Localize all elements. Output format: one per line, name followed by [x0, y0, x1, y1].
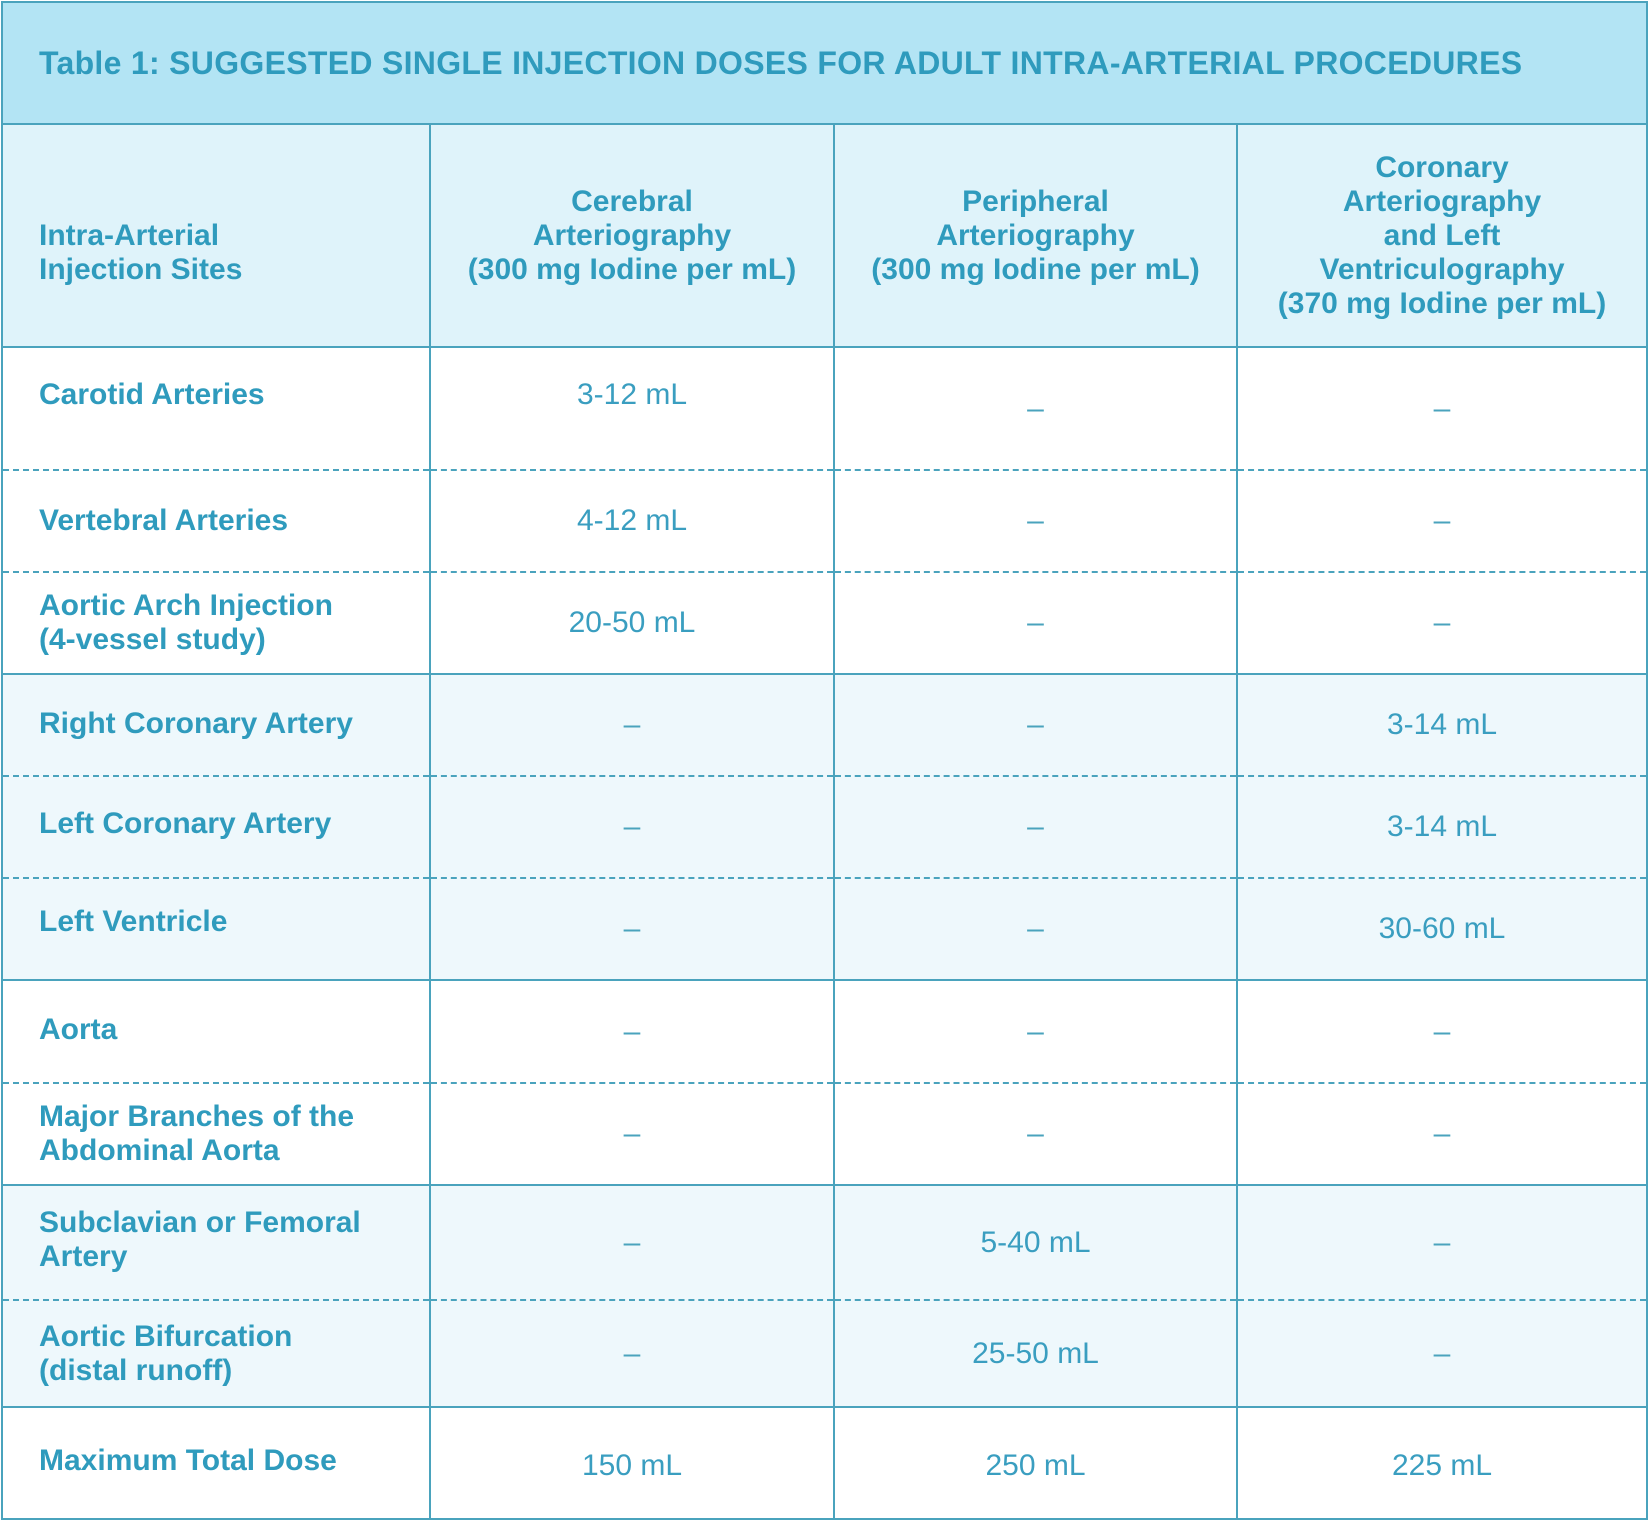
- site-label: Maximum Total Dose: [39, 1444, 337, 1477]
- site-label: Carotid Arteries: [39, 378, 265, 411]
- peripheral-cell: –: [833, 347, 1237, 471]
- header-injection-sites: Intra-Arterial Injection Sites: [3, 125, 430, 348]
- peripheral-cell: –: [833, 1083, 1237, 1186]
- table-row: Left Coronary Artery – – 3-14 mL: [3, 776, 1646, 879]
- site-label: Abdominal Aorta: [39, 1134, 280, 1167]
- coronary-cell: 225 mL: [1236, 1407, 1646, 1518]
- peripheral-cell: –: [833, 980, 1237, 1084]
- site-label: Major Branches of the: [39, 1100, 355, 1133]
- table-row: Major Branches of the Abdominal Aorta – –…: [3, 1083, 1646, 1186]
- site-label: Artery: [39, 1240, 128, 1273]
- header-peripheral: Peripheral Arteriography (300 mg Iodine …: [833, 125, 1237, 348]
- cerebral-cell: –: [429, 1083, 834, 1186]
- cerebral-cell: 150 mL: [429, 1407, 834, 1518]
- header-site-line-2: Injection Sites: [39, 252, 243, 286]
- peripheral-cell: –: [833, 878, 1237, 981]
- table-row: Vertebral Arteries 4-12 mL – –: [3, 470, 1646, 573]
- site-cell: Vertebral Arteries: [3, 470, 430, 573]
- site-label: Aorta: [39, 1013, 118, 1046]
- header-cerebral-line-3: (300 mg Iodine per mL): [467, 252, 797, 286]
- header-coronary-line-3: and Left: [1383, 218, 1501, 252]
- peripheral-cell: 25-50 mL: [833, 1300, 1237, 1408]
- site-cell: Subclavian or Femoral Artery: [3, 1185, 430, 1301]
- header-coronary-line-2: Arteriography: [1342, 184, 1542, 218]
- table-row: Left Ventricle – – 30-60 mL: [3, 878, 1646, 981]
- header-cerebral-line-2: Arteriography: [532, 218, 732, 252]
- peripheral-cell: –: [833, 674, 1237, 777]
- cerebral-cell: 4-12 mL: [429, 470, 834, 573]
- coronary-cell: –: [1236, 572, 1646, 675]
- header-peripheral-line-3: (300 mg Iodine per mL): [871, 252, 1200, 286]
- site-label: Subclavian or Femoral: [39, 1206, 361, 1239]
- cerebral-cell: –: [429, 674, 834, 777]
- site-cell: Major Branches of the Abdominal Aorta: [3, 1083, 430, 1186]
- header-coronary-line-1: Coronary: [1375, 150, 1509, 184]
- site-label: Right Coronary Artery: [39, 707, 353, 740]
- site-cell: Left Coronary Artery: [3, 776, 430, 879]
- cerebral-cell: –: [429, 980, 834, 1084]
- site-label: Left Ventricle: [39, 905, 228, 938]
- site-cell: Maximum Total Dose: [3, 1407, 430, 1518]
- site-cell: Aorta: [3, 980, 430, 1084]
- cerebral-cell: –: [429, 878, 834, 981]
- site-cell: Aortic Arch Injection (4-vessel study): [3, 572, 430, 675]
- peripheral-cell: –: [833, 572, 1237, 675]
- header-site-line-1: Intra-Arterial: [39, 218, 220, 252]
- site-cell: Aortic Bifurcation (distal runoff): [3, 1300, 430, 1408]
- coronary-cell: –: [1236, 1185, 1646, 1301]
- cerebral-cell: –: [429, 1185, 834, 1301]
- peripheral-cell: –: [833, 776, 1237, 879]
- coronary-cell: –: [1236, 1083, 1646, 1186]
- table-row: Carotid Arteries 3-12 mL – –: [3, 347, 1646, 471]
- coronary-cell: 30-60 mL: [1236, 878, 1646, 981]
- site-label: Left Coronary Artery: [39, 807, 332, 840]
- peripheral-cell: –: [833, 470, 1237, 573]
- table-row: Aortic Arch Injection (4-vessel study) 20…: [3, 572, 1646, 675]
- coronary-cell: –: [1236, 1300, 1646, 1408]
- header-coronary-line-4: Ventriculography: [1319, 252, 1565, 286]
- coronary-cell: 3-14 mL: [1236, 776, 1646, 879]
- coronary-cell: –: [1236, 470, 1646, 573]
- peripheral-cell: 250 mL: [833, 1407, 1237, 1518]
- dose-table: Intra-Arterial Injection Sites Cerebral …: [3, 125, 1646, 1518]
- table-title: Table 1: SUGGESTED SINGLE INJECTION DOSE…: [3, 3, 1646, 125]
- table-row: Subclavian or Femoral Artery – 5-40 mL –: [3, 1185, 1646, 1301]
- site-label: (4-vessel study): [39, 623, 266, 656]
- cerebral-cell: –: [429, 1300, 834, 1408]
- site-label: Vertebral Arteries: [39, 504, 289, 537]
- coronary-cell: –: [1236, 347, 1646, 471]
- cerebral-cell: 3-12 mL: [429, 347, 834, 471]
- header-coronary: Coronary Arteriography and Left Ventricu…: [1236, 125, 1646, 348]
- site-label: Aortic Bifurcation: [39, 1319, 293, 1353]
- site-cell: Left Ventricle: [3, 878, 430, 981]
- site-label: Aortic Arch Injection: [39, 589, 333, 622]
- header-row: Intra-Arterial Injection Sites Cerebral …: [3, 125, 1646, 348]
- header-peripheral-line-1: Peripheral: [962, 184, 1109, 218]
- site-label: (distal runoff): [39, 1353, 233, 1387]
- cerebral-cell: –: [429, 776, 834, 879]
- total-row: Maximum Total Dose 150 mL 250 mL 225 mL: [3, 1407, 1646, 1518]
- header-cerebral-line-1: Cerebral: [571, 184, 693, 218]
- coronary-cell: –: [1236, 980, 1646, 1084]
- site-cell: Right Coronary Artery: [3, 674, 430, 777]
- header-cerebral: Cerebral Arteriography (300 mg Iodine pe…: [429, 125, 834, 348]
- header-peripheral-line-2: Arteriography: [936, 218, 1135, 252]
- peripheral-cell: 5-40 mL: [833, 1185, 1237, 1301]
- table-row: Aortic Bifurcation (distal runoff) – 25-5…: [3, 1300, 1646, 1408]
- site-cell: Carotid Arteries: [3, 347, 430, 471]
- cerebral-cell: 20-50 mL: [429, 572, 834, 675]
- table-row: Aorta – – –: [3, 980, 1646, 1084]
- coronary-cell: 3-14 mL: [1236, 674, 1646, 777]
- table-row: Right Coronary Artery – – 3-14 mL: [3, 674, 1646, 777]
- header-coronary-line-5: (370 mg Iodine per mL): [1277, 286, 1607, 320]
